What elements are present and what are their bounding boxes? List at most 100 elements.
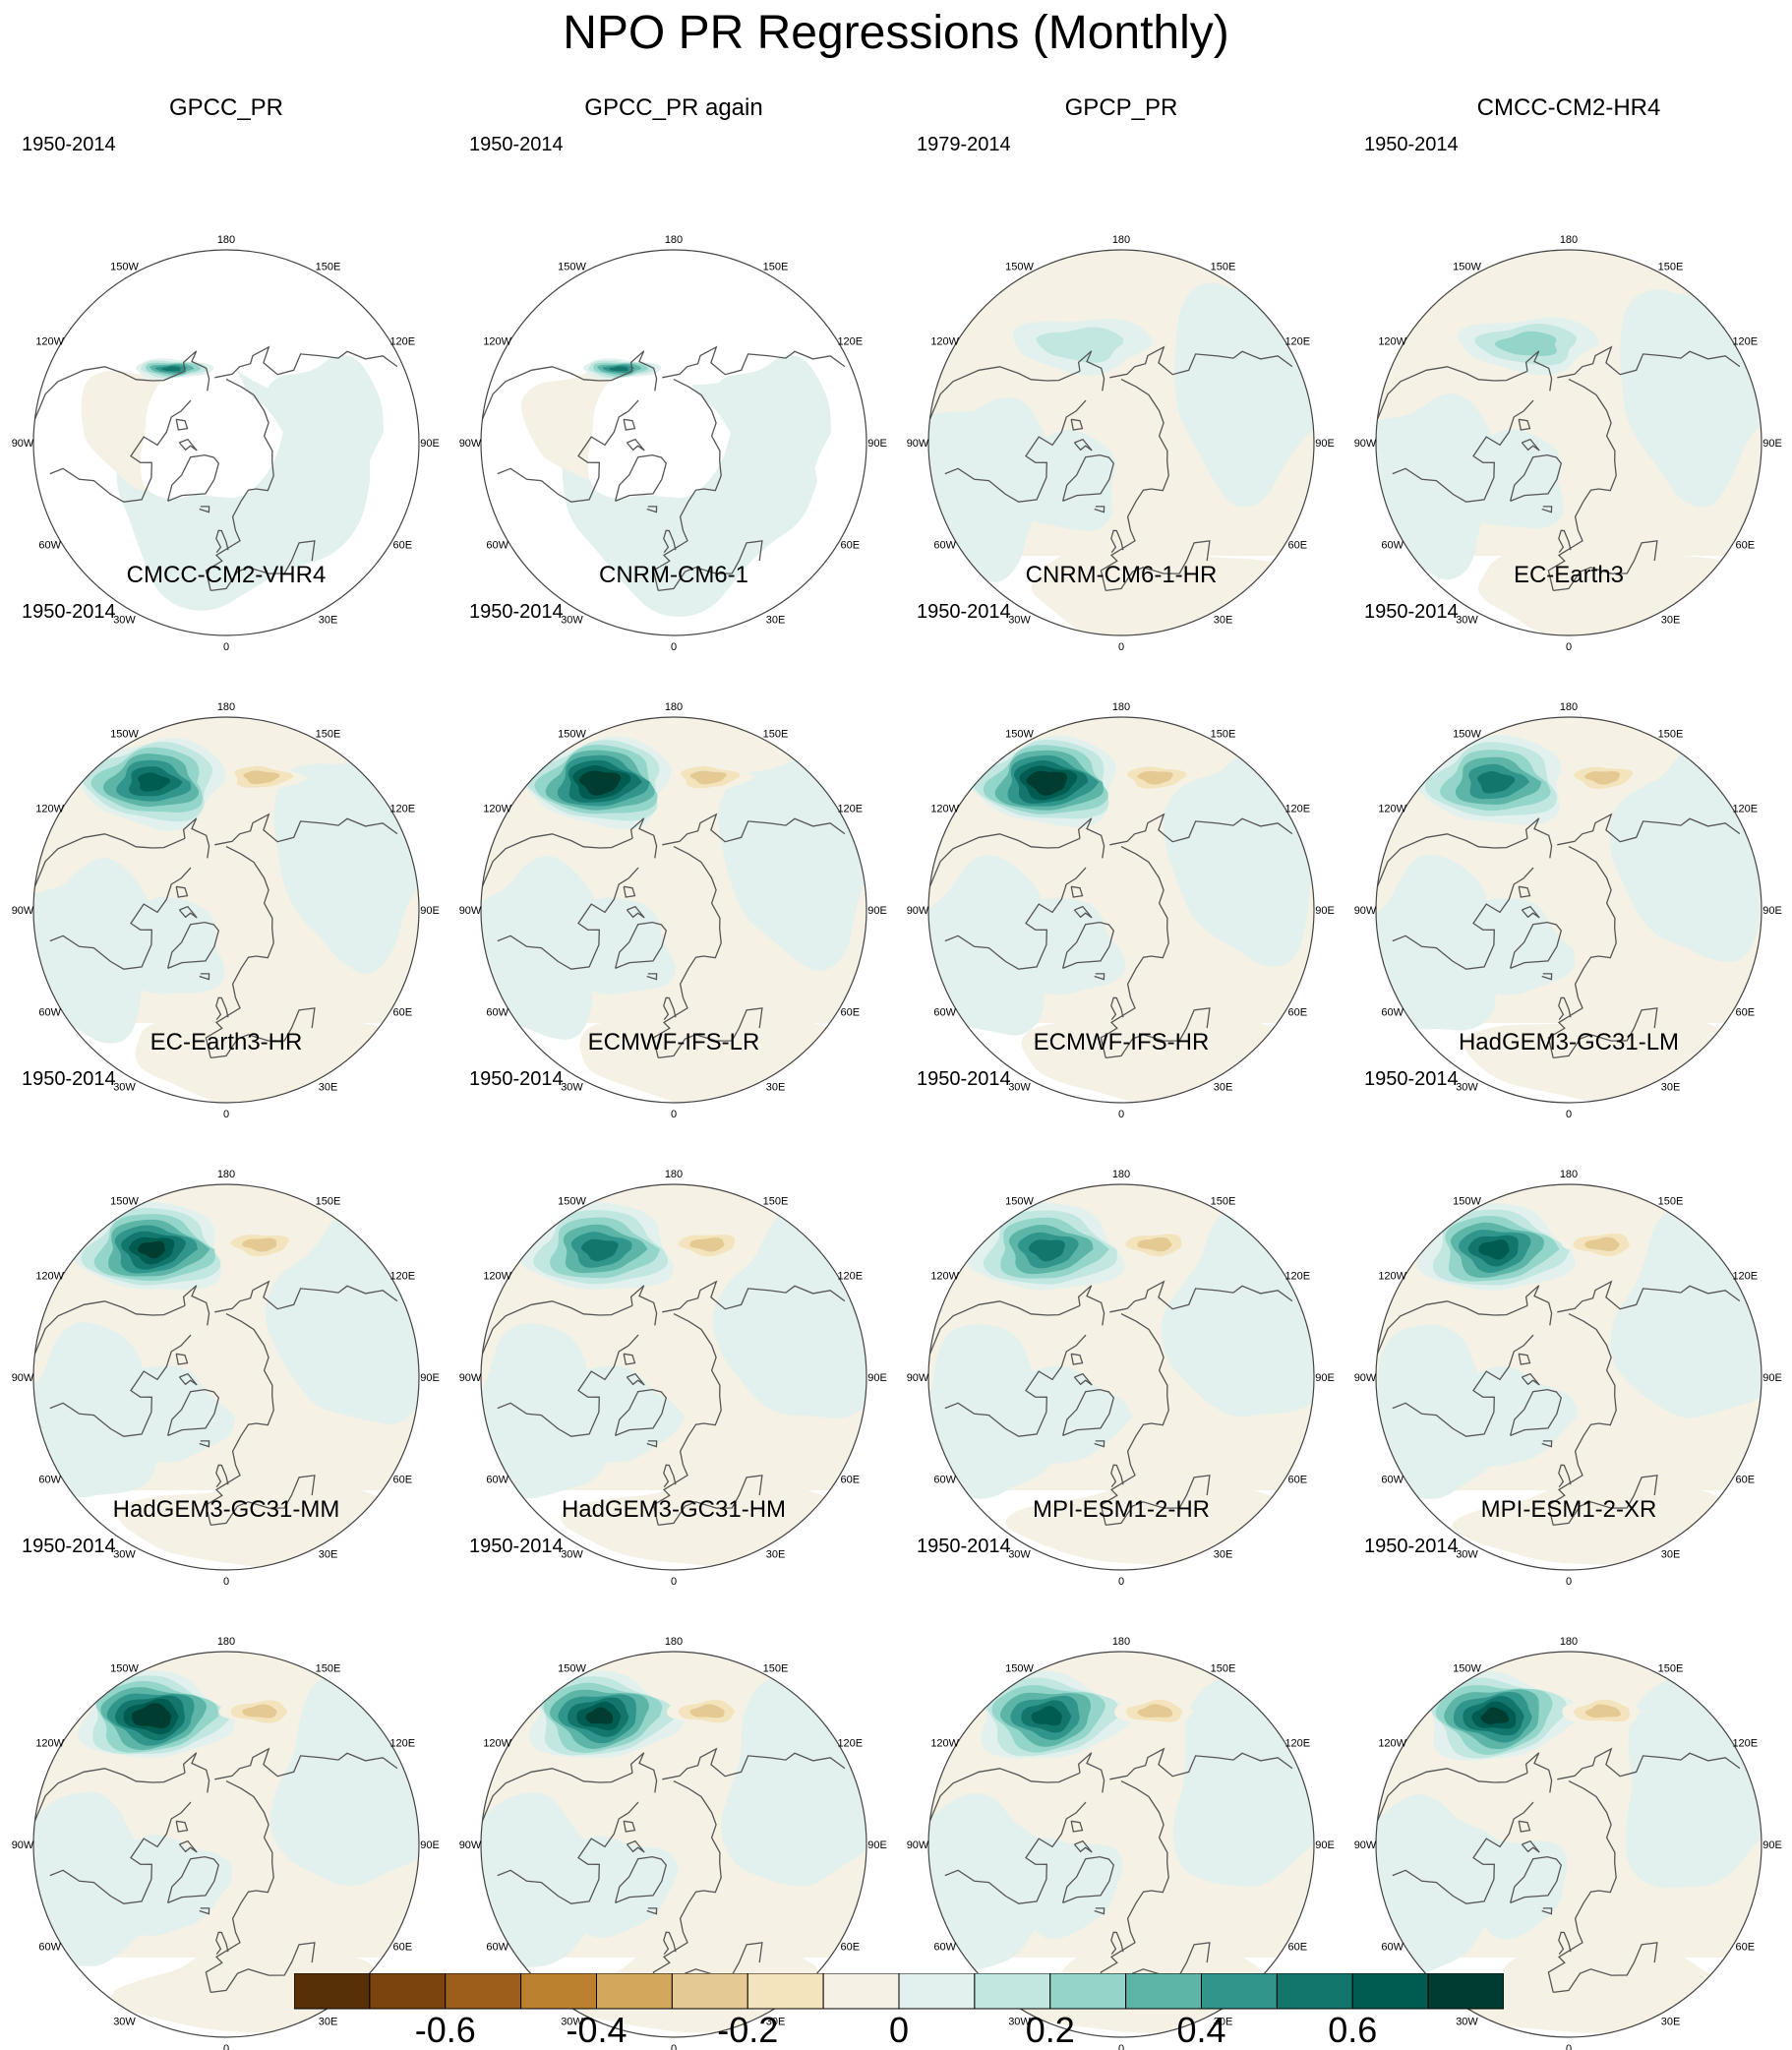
north-pacific-dry-center bbox=[979, 135, 1135, 240]
coastline bbox=[1061, 1388, 1115, 1437]
colorbar-swatch bbox=[596, 1973, 673, 2010]
north-pacific-dry-center bbox=[978, 610, 1122, 702]
map-boundary bbox=[1375, 249, 1762, 636]
longitude-label: 60E bbox=[1736, 1007, 1756, 1019]
coastline bbox=[1073, 1372, 1093, 1386]
north-pacific-dry-center bbox=[1466, 633, 1533, 672]
coastline bbox=[1518, 1353, 1531, 1365]
coastline bbox=[629, 817, 658, 859]
longitude-label: 150E bbox=[1211, 1196, 1236, 1208]
north-pacific-dry-center bbox=[1032, 640, 1077, 668]
north-pacific-dry-center bbox=[547, 1549, 677, 1624]
longitude-label: 60E bbox=[1736, 1942, 1756, 1954]
coastline bbox=[178, 1372, 198, 1386]
coastline bbox=[658, 1007, 763, 1059]
polar-map: 180 150E 120E 90E 60E 30E 0 30W 60W 90W 120W 150W bbox=[459, 619, 887, 1120]
coastline bbox=[1061, 453, 1115, 503]
north-pacific-dry-center bbox=[1474, 172, 1520, 201]
colorbar-swatch bbox=[974, 1973, 1051, 2010]
colorbar-swatch bbox=[1201, 1973, 1278, 2010]
colorbar-label: 0.6 bbox=[1328, 2010, 1378, 2050]
colorbar-label: -0.2 bbox=[717, 2010, 779, 2050]
panel-period: 1950-2014 bbox=[22, 1068, 116, 1090]
coastline bbox=[175, 885, 189, 898]
colorbar-swatch bbox=[1125, 1973, 1203, 2010]
regression-field bbox=[1376, 1569, 1762, 2033]
longitude-label: 120E bbox=[1732, 804, 1758, 815]
coastline bbox=[1105, 1475, 1211, 1527]
coastline bbox=[944, 399, 1087, 503]
longitude-label: 180 bbox=[1112, 234, 1130, 246]
longitude-label: 30W bbox=[1008, 1081, 1031, 1093]
longitude-label: 120E bbox=[389, 804, 415, 815]
north-pacific-dry-center bbox=[554, 624, 650, 681]
longitude-label: 150E bbox=[763, 1663, 789, 1675]
longitude-label: 120W bbox=[1378, 1271, 1406, 1283]
longitude-label: 60E bbox=[1288, 1475, 1308, 1486]
coastline bbox=[928, 366, 1081, 420]
longitude-label: 120W bbox=[930, 1271, 959, 1283]
longitude-label: 30E bbox=[766, 1081, 786, 1093]
coastline bbox=[1557, 1280, 1741, 1313]
panel-period: 1950-2014 bbox=[22, 601, 116, 623]
north-pacific-dry-center bbox=[544, 619, 653, 688]
coastline bbox=[1524, 350, 1553, 392]
north-pacific-dry-center bbox=[1003, 158, 1105, 223]
missing-data-region bbox=[140, 349, 283, 499]
coastline bbox=[663, 1931, 677, 1956]
panel-period: 1950-2014 bbox=[469, 134, 564, 155]
coastline bbox=[33, 833, 186, 887]
coastline bbox=[944, 1334, 1087, 1437]
longitude-label: 90W bbox=[907, 438, 929, 450]
north-pacific-dry-center bbox=[1464, 1569, 1529, 1611]
panel-title: CNRM-CM6-1-HR bbox=[1025, 562, 1218, 588]
coastline bbox=[928, 1300, 1081, 1355]
coastline bbox=[1553, 1942, 1658, 1994]
coastline bbox=[1558, 996, 1572, 1021]
longitude-label: 150W bbox=[110, 1663, 139, 1675]
coastline bbox=[1110, 1931, 1124, 1956]
regression-field bbox=[928, 1652, 1314, 2033]
polar-map: 180 150E 120E 90E 60E 30E 0 30W 60W 90W 120W 150W bbox=[1354, 172, 1782, 653]
coastline bbox=[199, 973, 210, 981]
map-boundary bbox=[480, 1651, 867, 2038]
coastlines bbox=[33, 1280, 398, 1527]
north-pacific-dry-center bbox=[558, 1556, 665, 1621]
precip-anomaly bbox=[100, 896, 225, 995]
longitude-label: 150E bbox=[1658, 729, 1684, 741]
coastline bbox=[33, 1768, 186, 1822]
coastline bbox=[1077, 1752, 1105, 1793]
map-boundary bbox=[927, 1651, 1315, 2038]
longitude-label: 90E bbox=[1315, 1839, 1335, 1851]
panel-title: CMCC-CM2-HR4 bbox=[1476, 94, 1661, 121]
regression-field bbox=[33, 1542, 419, 2032]
pacific-wet-center bbox=[581, 1238, 619, 1262]
panel-title: EC-Earth3-HR bbox=[149, 1029, 303, 1055]
coastline bbox=[663, 996, 677, 1021]
longitude-label: 90E bbox=[1315, 1372, 1335, 1384]
longitude-label: 150W bbox=[1005, 1196, 1034, 1208]
map-boundary bbox=[1375, 1651, 1762, 2038]
north-pacific-dry-center bbox=[1465, 1098, 1544, 1145]
north-pacific-dry-center bbox=[1013, 630, 1094, 676]
polar-map: 180 150E 120E 90E 60E 30E 0 30W 60W 90W 120W 150W bbox=[907, 1169, 1335, 1588]
longitude-label: 0 bbox=[223, 1109, 229, 1120]
polar-map: 180 150E 120E 90E 60E 30E 0 30W 60W 90W 120W 150W bbox=[12, 701, 440, 1120]
precip-anomaly bbox=[689, 1704, 725, 1718]
coastline bbox=[1557, 345, 1741, 379]
longitude-label: 150W bbox=[558, 1663, 586, 1675]
coastline bbox=[614, 1388, 668, 1437]
coastline bbox=[663, 529, 677, 554]
coastline bbox=[205, 846, 274, 1058]
precip-anomaly bbox=[1584, 1236, 1620, 1251]
north-pacific-dry-center bbox=[81, 1542, 232, 1630]
coastline bbox=[1509, 1855, 1563, 1904]
longitude-label: 180 bbox=[1112, 1169, 1130, 1180]
longitude-label: 150E bbox=[1658, 262, 1684, 273]
polar-map: 180 150E 120E 90E 60E 30E 0 30W 60W 90W 120W 150W bbox=[907, 1636, 1335, 2050]
longitude-label: 90W bbox=[459, 1839, 482, 1851]
longitude-label: 90W bbox=[459, 1372, 482, 1384]
coastline bbox=[1518, 1820, 1531, 1833]
map-boundary bbox=[480, 716, 867, 1104]
longitude-label: 30W bbox=[1008, 1548, 1031, 1560]
